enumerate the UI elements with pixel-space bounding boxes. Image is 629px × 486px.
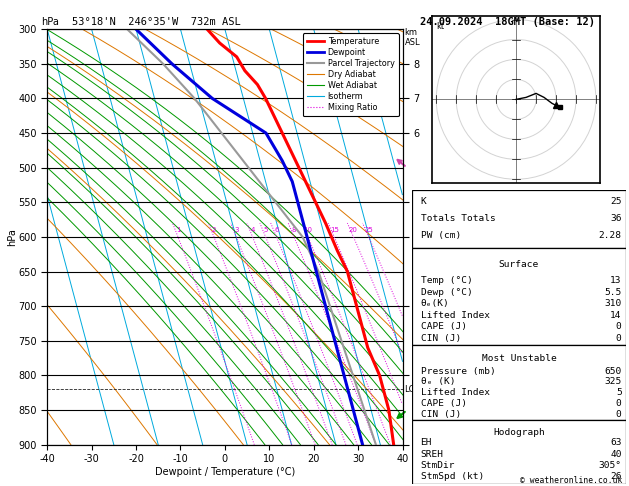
- Legend: Temperature, Dewpoint, Parcel Trajectory, Dry Adiabat, Wet Adiabat, Isotherm, Mi: Temperature, Dewpoint, Parcel Trajectory…: [303, 33, 399, 116]
- Text: Dewp (°C): Dewp (°C): [421, 288, 472, 296]
- Text: 310: 310: [604, 299, 621, 308]
- Text: CIN (J): CIN (J): [421, 334, 461, 343]
- Text: 53°18'N  246°35'W  732m ASL: 53°18'N 246°35'W 732m ASL: [72, 17, 241, 27]
- X-axis label: Dewpoint / Temperature (°C): Dewpoint / Temperature (°C): [155, 467, 295, 477]
- Text: Most Unstable: Most Unstable: [482, 354, 556, 364]
- Y-axis label: Mixing Ratio (g/kg): Mixing Ratio (g/kg): [430, 194, 438, 280]
- Text: 63: 63: [610, 438, 621, 448]
- Y-axis label: hPa: hPa: [7, 228, 17, 246]
- Text: 305°: 305°: [599, 461, 621, 470]
- Text: 5.5: 5.5: [604, 288, 621, 296]
- Text: Lifted Index: Lifted Index: [421, 388, 489, 397]
- Bar: [412, 346, 626, 420]
- Text: EH: EH: [421, 438, 432, 448]
- Text: Lifted Index: Lifted Index: [421, 311, 489, 320]
- Text: 0: 0: [616, 410, 621, 418]
- Text: 5: 5: [264, 227, 268, 233]
- Text: 325: 325: [604, 378, 621, 386]
- Text: StmDir: StmDir: [421, 461, 455, 470]
- Bar: [412, 190, 626, 248]
- Text: 1: 1: [175, 227, 181, 233]
- Text: 25: 25: [610, 197, 621, 206]
- Text: © weatheronline.co.uk: © weatheronline.co.uk: [520, 476, 623, 485]
- Text: 0: 0: [616, 322, 621, 331]
- Text: km
ASL: km ASL: [404, 28, 420, 47]
- Text: 4: 4: [250, 227, 255, 233]
- Bar: [412, 420, 626, 484]
- Text: 24.09.2024  18GMT (Base: 12): 24.09.2024 18GMT (Base: 12): [420, 17, 595, 27]
- Text: kt: kt: [437, 21, 444, 31]
- Text: 6: 6: [274, 227, 279, 233]
- Text: 8: 8: [292, 227, 296, 233]
- Text: 3: 3: [234, 227, 238, 233]
- Text: 20: 20: [349, 227, 358, 233]
- Text: θₑ(K): θₑ(K): [421, 299, 449, 308]
- Text: K: K: [421, 197, 426, 206]
- Text: 36: 36: [610, 214, 621, 223]
- Text: 5: 5: [616, 388, 621, 397]
- Text: 26: 26: [610, 472, 621, 481]
- Text: 40: 40: [610, 450, 621, 459]
- Text: 15: 15: [330, 227, 338, 233]
- Text: CIN (J): CIN (J): [421, 410, 461, 418]
- Text: 650: 650: [604, 367, 621, 376]
- Text: Hodograph: Hodograph: [493, 428, 545, 437]
- Text: 25: 25: [364, 227, 373, 233]
- Text: CAPE (J): CAPE (J): [421, 399, 467, 408]
- Text: 10: 10: [304, 227, 313, 233]
- Text: Temp (°C): Temp (°C): [421, 276, 472, 285]
- Text: LCL: LCL: [404, 385, 419, 394]
- Text: Totals Totals: Totals Totals: [421, 214, 495, 223]
- Text: 13: 13: [610, 276, 621, 285]
- Text: SREH: SREH: [421, 450, 443, 459]
- Text: PW (cm): PW (cm): [421, 231, 461, 240]
- Text: θₑ (K): θₑ (K): [421, 378, 455, 386]
- Text: 2.28: 2.28: [599, 231, 621, 240]
- Text: StmSpd (kt): StmSpd (kt): [421, 472, 484, 481]
- Text: hPa: hPa: [41, 17, 58, 27]
- Bar: [412, 248, 626, 346]
- Text: Surface: Surface: [499, 260, 539, 269]
- Text: 0: 0: [616, 334, 621, 343]
- Text: Pressure (mb): Pressure (mb): [421, 367, 495, 376]
- Text: 0: 0: [616, 399, 621, 408]
- Text: CAPE (J): CAPE (J): [421, 322, 467, 331]
- Text: 14: 14: [610, 311, 621, 320]
- Text: 2: 2: [212, 227, 216, 233]
